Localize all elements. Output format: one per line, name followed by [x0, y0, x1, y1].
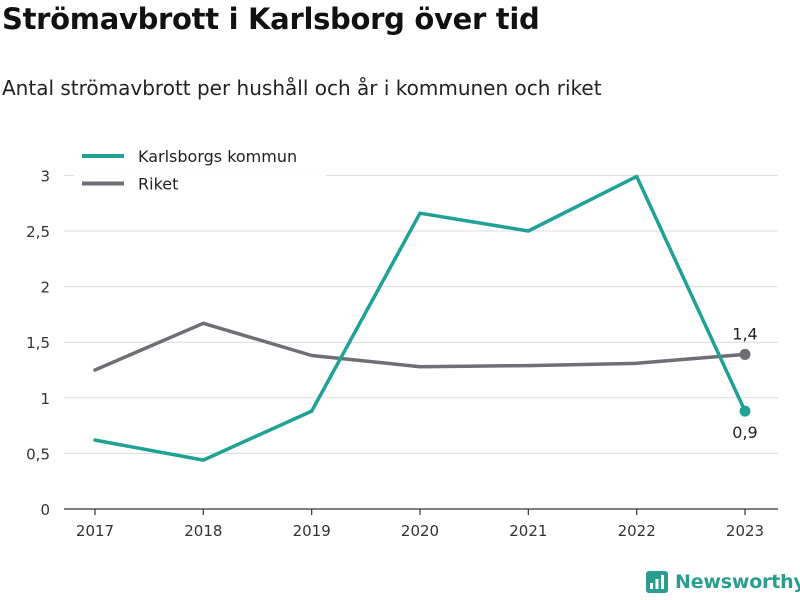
- brand-name: Newsworthy: [675, 571, 800, 593]
- legend-label: Karlsborgs kommun: [138, 147, 297, 166]
- x-tick-label: 2023: [726, 522, 764, 540]
- chart-title: Strömavbrott i Karlsborg över tid: [2, 2, 540, 36]
- series-line-karlsborg: [93, 174, 747, 462]
- end-value-label: 1,4: [732, 324, 757, 343]
- y-tick-label: 3: [40, 167, 50, 185]
- x-tick-label: 2021: [509, 522, 547, 540]
- legend-background: [74, 144, 326, 196]
- y-tick-label: 0: [40, 501, 50, 519]
- chart-subtitle: Antal strömavbrott per hushåll och år i …: [2, 76, 602, 100]
- x-tick-label: 2020: [401, 522, 439, 540]
- y-tick-label: 1: [40, 390, 50, 408]
- y-tick-label: 1,5: [26, 334, 50, 352]
- x-tick-label: 2018: [184, 522, 222, 540]
- x-tick-label: 2019: [293, 522, 331, 540]
- x-tick-label: 2022: [618, 522, 656, 540]
- x-tick-label: 2017: [76, 522, 114, 540]
- brand-logo: Newsworthy: [645, 570, 800, 594]
- y-tick-label: 2,5: [26, 223, 50, 241]
- y-tick-label: 0,5: [26, 445, 50, 463]
- newsworthy-logo-icon: [646, 571, 668, 593]
- series-line-riket: [93, 321, 747, 372]
- end-point-marker: [739, 348, 751, 360]
- y-tick-label: 2: [40, 279, 50, 297]
- legend-label: Riket: [138, 175, 178, 194]
- end-point-marker: [739, 405, 751, 417]
- end-value-label: 0,9: [732, 423, 757, 442]
